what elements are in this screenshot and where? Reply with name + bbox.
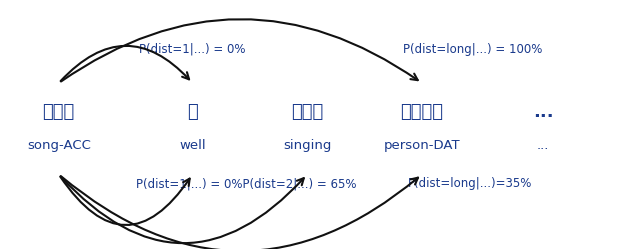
Text: 사람에게: 사람에게 — [401, 103, 444, 121]
Text: singing: singing — [283, 139, 332, 152]
Text: ...: ... — [537, 139, 549, 152]
Text: 잘: 잘 — [187, 103, 198, 121]
Text: P(dist=long|...) = 100%: P(dist=long|...) = 100% — [403, 43, 543, 56]
Text: song-ACC: song-ACC — [27, 139, 91, 152]
Text: P(dist=1|...) = 0%: P(dist=1|...) = 0% — [140, 43, 246, 56]
Text: well: well — [179, 139, 206, 152]
Text: P(dist=long|...)=35%: P(dist=long|...)=35% — [408, 178, 532, 190]
Text: person-DAT: person-DAT — [383, 139, 460, 152]
Text: ...: ... — [532, 103, 554, 121]
Text: 노래를: 노래를 — [43, 103, 75, 121]
Text: 부르는: 부르는 — [291, 103, 323, 121]
Text: P(dist=1|...) = 0%P(dist=2|...) = 65%: P(dist=1|...) = 0%P(dist=2|...) = 65% — [136, 178, 357, 190]
